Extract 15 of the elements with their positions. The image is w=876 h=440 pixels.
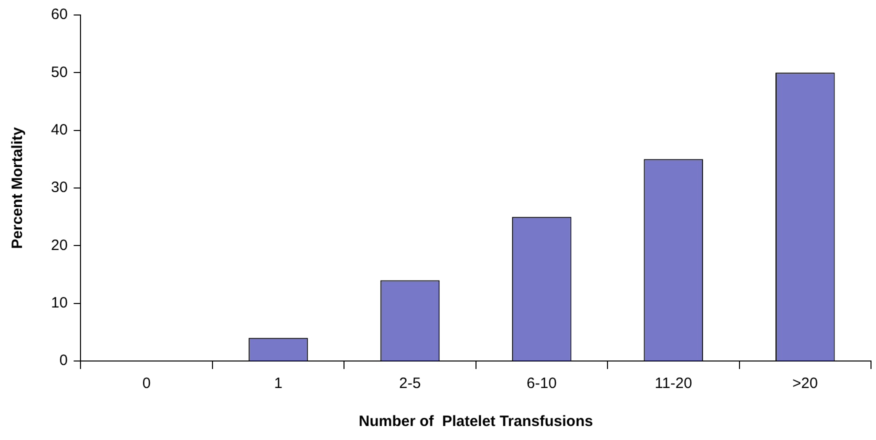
x-tick-label: 1 [274,375,282,392]
x-axis-title: Number of Platelet Transfusions [358,413,593,430]
y-tick-label: 10 [50,294,68,312]
y-tick-label: 40 [50,121,68,138]
x-tick-label: 0 [142,375,151,392]
y-tick-label: 0 [59,352,68,370]
x-tick-label: 6-10 [526,375,557,392]
x-tick-label: 11-20 [654,375,692,392]
y-axis-title: Percent Mortality [9,126,26,249]
y-tick-label: 60 [50,6,68,24]
y-tick-label: 20 [50,236,68,254]
x-tick-label: 2-5 [399,375,421,392]
y-tick-label: 30 [50,179,68,196]
x-tick-label: >20 [792,375,818,392]
y-tick-label: 50 [50,64,68,81]
